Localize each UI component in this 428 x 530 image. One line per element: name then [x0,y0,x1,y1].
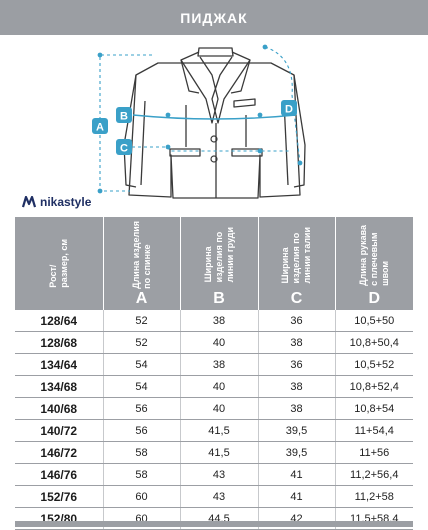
cell-value: 54 [103,353,181,376]
jacket-diagram: A B C D [92,44,306,199]
cell-value: 58 [103,463,181,486]
table-row: 134/64 54 38 36 10,5+52 [15,353,413,376]
cell-size: 140/68 [15,397,104,420]
svg-text:D: D [285,104,293,116]
button-top [210,135,218,143]
cell-value: 11,2+58 [335,485,413,508]
cell-value: 41,5 [180,441,259,464]
table-row: 134/68 54 40 38 10,8+52,4 [15,375,413,398]
cell-value: 43 [180,485,259,508]
cell-value: 52 [103,331,181,354]
cell-value: 11+54,4 [335,419,413,442]
cell-value: 38 [258,331,336,354]
header-size: Рост/ размер, см [15,217,104,310]
cell-value: 36 [258,353,336,376]
header-letter: A [135,290,148,307]
table-row: 146/72 58 41,5 39,5 11+56 [15,441,413,464]
cell-value: 10,5+50 [335,310,413,332]
brand-logo-icon [22,196,36,208]
header-back-length: Длина изделия по спинке A [103,217,181,310]
cell-value: 38 [180,310,259,332]
cell-value: 11+56 [335,441,413,464]
header-sleeve-length: Длина рукава с плечевым швом D [335,217,413,310]
cell-size: 140/72 [15,419,104,442]
cell-value: 41 [258,463,336,486]
table-row: 128/64 52 38 36 10,5+50 [15,310,413,332]
header-letter: D [368,290,381,307]
table-header-row: Рост/ размер, см Длина изделия по спинке… [15,217,413,310]
cell-value: 10,5+52 [335,353,413,376]
cell-value: 10,8+50,4 [335,331,413,354]
cell-value: 52 [103,310,181,332]
header-chest-width: Ширина изделия по линии груди B [180,217,259,310]
header-letter: C [290,290,303,307]
cell-size: 152/76 [15,485,104,508]
cell-value: 40 [180,331,259,354]
cell-value: 40 [180,375,259,398]
cell-size: 146/72 [15,441,104,464]
brand-logo: nikastyle [22,195,91,209]
cell-size: 134/68 [15,375,104,398]
header-waist-width: Ширина изделия по линии талии C [258,217,336,310]
cell-value: 60 [103,485,181,508]
svg-text:A: A [96,122,104,134]
table-row: 140/68 56 40 38 10,8+54 [15,397,413,420]
cell-value: 11,2+56,4 [335,463,413,486]
svg-text:B: B [120,111,128,123]
cell-value: 43 [180,463,259,486]
marker-c-icon: C [116,139,132,155]
cell-value: 54 [103,375,181,398]
cell-value: 56 [103,419,181,442]
button-bottom [210,155,218,163]
cell-size: 128/68 [15,331,104,354]
marker-d-icon: D [281,100,297,116]
table-footer-bar [15,521,413,527]
table-row: 140/72 56 41,5 39,5 11+54,4 [15,419,413,442]
cell-value: 38 [258,397,336,420]
size-table: Рост/ размер, см Длина изделия по спинке… [15,217,413,530]
marker-a-icon: A [92,118,108,134]
cell-value: 40 [180,397,259,420]
cell-value: 58 [103,441,181,464]
svg-text:C: C [120,143,128,155]
cell-value: 38 [180,353,259,376]
header-letter: B [213,290,225,307]
cell-value: 38 [258,375,336,398]
brand-name: nikastyle [40,195,92,209]
table-row: 146/76 58 43 41 11,2+56,4 [15,463,413,486]
cell-value: 41 [258,485,336,508]
cell-size: 128/64 [15,310,104,332]
cell-value: 10,8+54 [335,397,413,420]
cell-size: 134/64 [15,353,104,376]
cell-value: 41,5 [180,419,259,442]
chest-guide [132,114,297,120]
cell-value: 39,5 [258,419,336,442]
table-row: 152/76 60 43 41 11,2+58 [15,485,413,508]
cell-size: 146/76 [15,463,104,486]
page-title: ПИДЖАК [0,0,428,35]
cell-value: 36 [258,310,336,332]
cell-value: 10,8+52,4 [335,375,413,398]
cell-value: 56 [103,397,181,420]
table-row: 128/68 52 40 38 10,8+50,4 [15,331,413,354]
marker-b-icon: B [116,107,132,123]
jacket-outline [123,47,306,199]
cell-value: 39,5 [258,441,336,464]
sleeve-guide [264,46,301,164]
